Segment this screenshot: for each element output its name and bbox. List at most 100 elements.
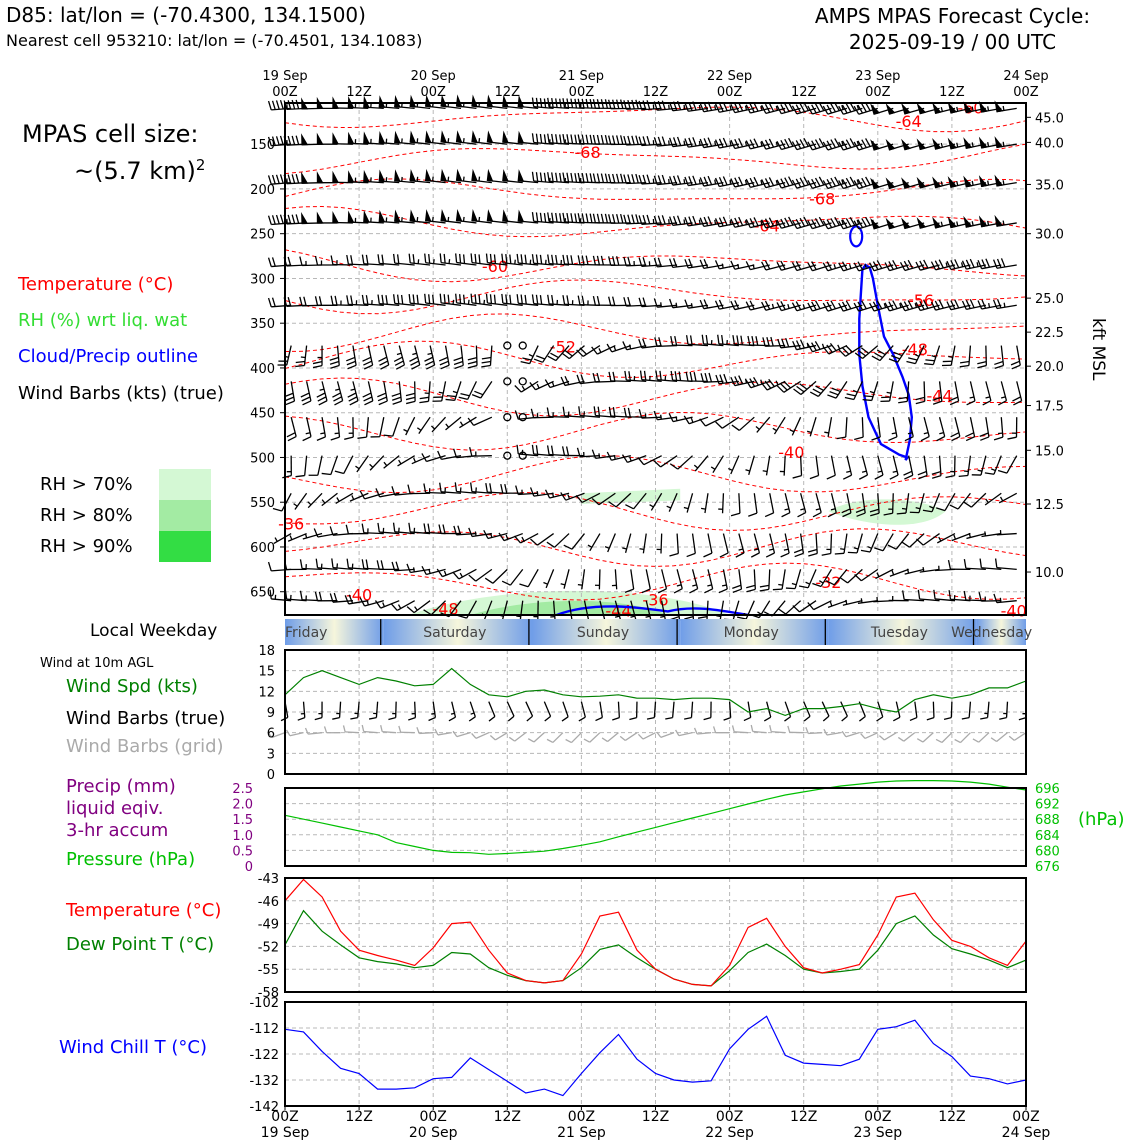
barb-staff <box>287 532 307 542</box>
barb-full <box>936 507 946 512</box>
barb-full <box>901 541 910 548</box>
barb-full <box>489 735 496 741</box>
weekday-shade <box>828 619 977 645</box>
barb-flag <box>471 130 478 144</box>
barb-full <box>794 552 804 558</box>
wind-barb <box>471 168 492 184</box>
barb-full <box>330 364 340 369</box>
barb-full <box>669 176 674 186</box>
barb-half <box>899 303 902 308</box>
barb-staff <box>302 532 323 540</box>
barb-half <box>366 600 369 606</box>
barb-full <box>390 603 398 611</box>
barb-full <box>585 173 589 183</box>
wind-barb <box>608 296 631 307</box>
grid-wind-barb <box>398 725 415 734</box>
barb-staff <box>827 417 833 438</box>
barb-staff <box>941 732 953 743</box>
barb-full <box>412 254 415 264</box>
wind-barb <box>378 345 390 370</box>
barb-full <box>627 174 631 184</box>
wind-barb <box>961 299 986 311</box>
barb-full <box>684 102 689 112</box>
barb-full <box>746 584 756 589</box>
barb-staff <box>734 304 755 311</box>
wind-barb <box>996 530 1017 536</box>
barb-staff <box>364 492 384 500</box>
barb-staff <box>411 455 431 465</box>
barb-full <box>314 717 323 721</box>
barb-full <box>547 355 557 362</box>
barb-staff <box>456 732 471 738</box>
wind-barb <box>777 337 801 349</box>
barb-half <box>320 432 325 435</box>
barb-full <box>745 219 751 228</box>
barb-full <box>842 474 852 480</box>
barb-flag <box>455 168 463 182</box>
barb-staff <box>473 416 493 426</box>
barb-full <box>795 140 802 149</box>
barb-full <box>836 436 846 440</box>
wind-barb <box>1010 345 1021 370</box>
barb-flag <box>394 169 401 183</box>
barb-staff <box>599 701 603 718</box>
barb-staff <box>552 732 564 743</box>
wind-barb <box>656 533 663 554</box>
barb-full <box>979 432 989 437</box>
temperature-tick-label: -52 <box>258 940 279 955</box>
barb-full <box>661 215 666 225</box>
barb-full <box>419 400 429 404</box>
barb-full <box>799 177 806 187</box>
barb-half <box>772 427 777 432</box>
barb-full <box>574 213 578 223</box>
true-wind-barb <box>980 701 990 720</box>
barb-full <box>807 602 815 611</box>
barb-staff <box>808 732 823 735</box>
barb-full <box>749 177 755 187</box>
wind-barb <box>272 492 292 512</box>
barb-staff <box>565 492 585 501</box>
barb-full <box>861 139 867 148</box>
barb-staff <box>363 263 384 266</box>
barb-half <box>416 427 422 431</box>
wind-barb <box>838 138 863 151</box>
barb-half <box>714 219 717 225</box>
barb-full <box>653 460 662 468</box>
barb-full <box>271 100 276 110</box>
barb-staff <box>706 600 709 621</box>
barb-full <box>791 302 798 312</box>
barb-half <box>729 141 732 146</box>
barb-full <box>935 738 943 744</box>
barb-half <box>737 263 740 269</box>
wind-barb <box>994 174 1017 187</box>
wind-barb <box>409 130 431 145</box>
barb-full <box>559 213 562 223</box>
wind-barb <box>397 455 416 467</box>
nearest-cell-subtitle: Nearest cell 953210: lat/lon = (-70.4501… <box>6 31 423 50</box>
barb-half <box>775 105 779 111</box>
barb-full <box>746 588 756 593</box>
barb-full <box>287 174 292 184</box>
barb-staff <box>626 264 647 267</box>
kft-tick-label: 45.0 <box>1035 111 1064 126</box>
barb-staff <box>633 492 647 510</box>
barb-full <box>904 436 914 442</box>
barb-staff <box>518 453 539 457</box>
barb-staff <box>750 264 770 271</box>
barb-full <box>838 302 844 312</box>
barb-flag <box>963 215 973 228</box>
barb-staff <box>1000 417 1004 438</box>
barb-full <box>846 393 856 397</box>
barb-staff <box>442 568 462 578</box>
barb-staff <box>492 568 508 584</box>
barb-staff <box>364 600 384 607</box>
barb-full <box>830 139 837 148</box>
barb-full <box>395 364 405 370</box>
wind-barb <box>531 254 554 266</box>
barb-full <box>608 135 612 145</box>
barb-full <box>688 137 693 147</box>
barb-staff <box>405 416 416 436</box>
barb-staff <box>905 493 910 514</box>
wind-barb <box>529 380 554 391</box>
barb-full <box>576 349 584 357</box>
